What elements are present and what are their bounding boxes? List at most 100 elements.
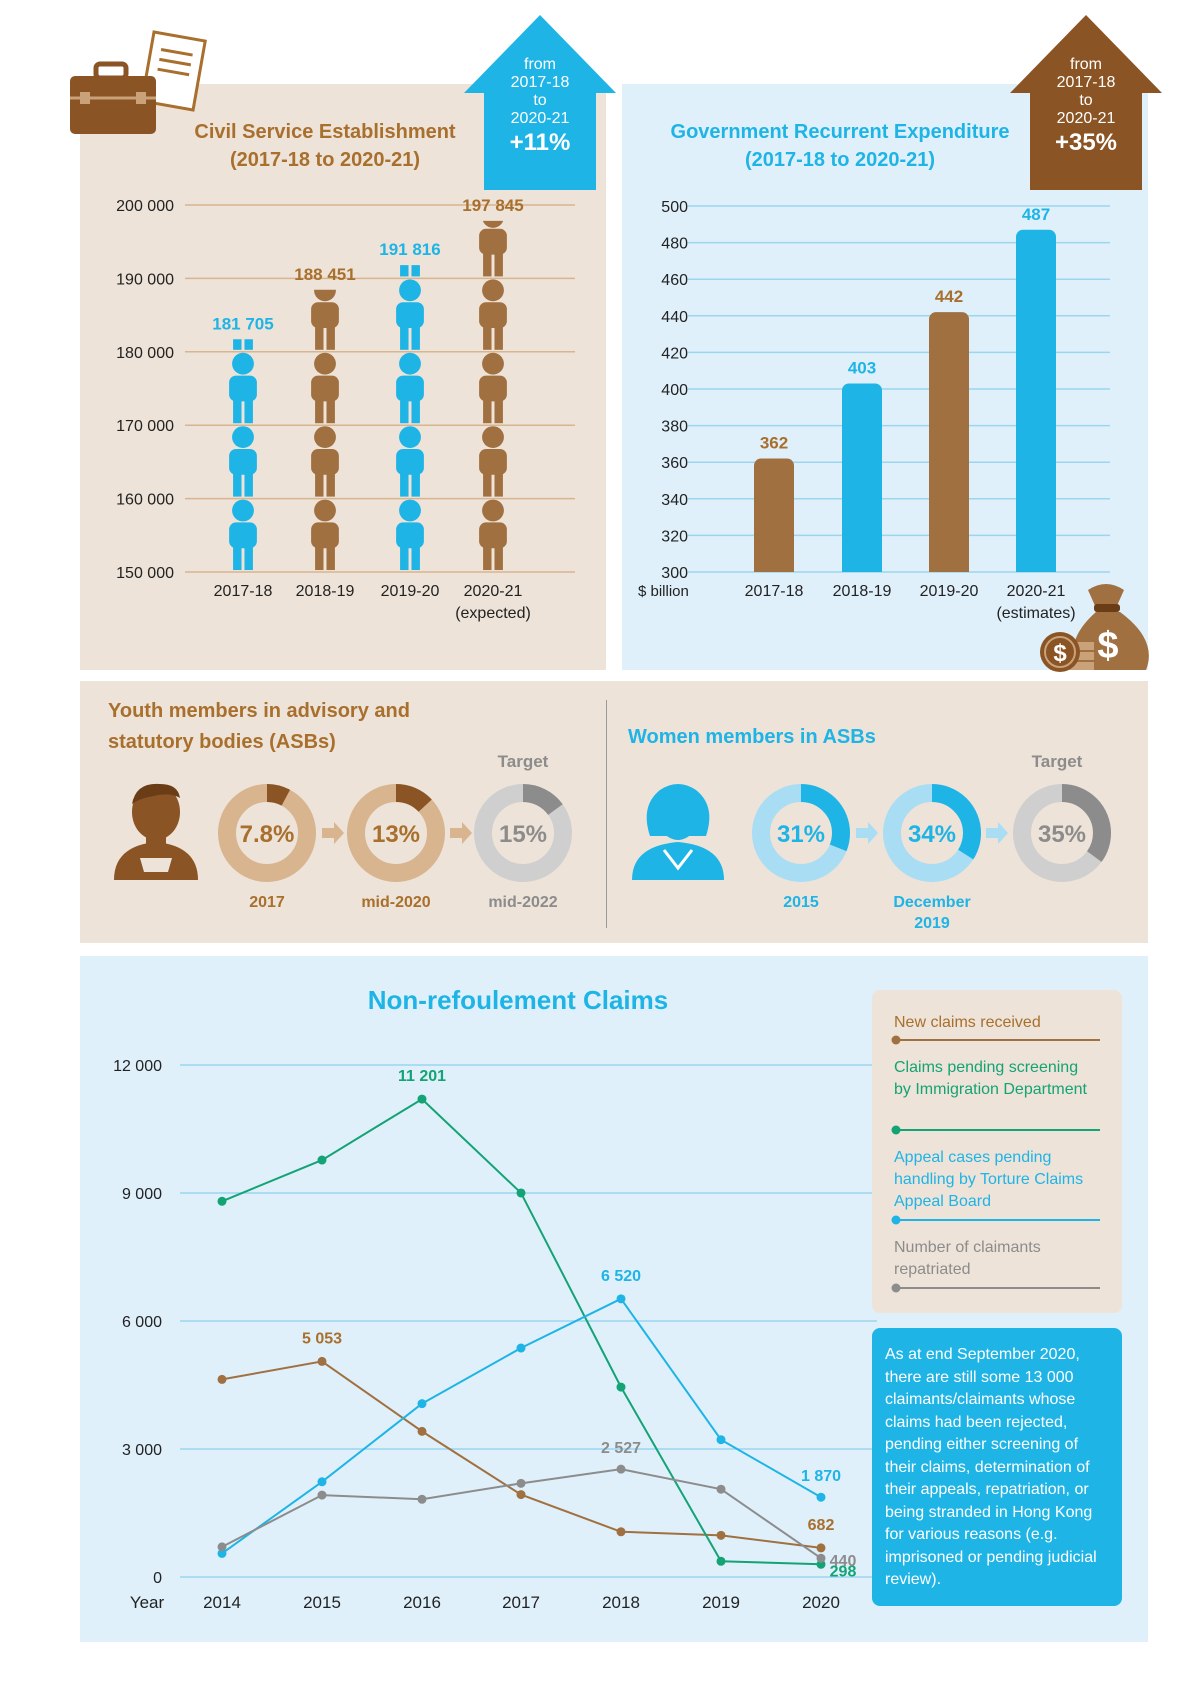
youth-donut-2017 — [218, 784, 316, 882]
legend-dot-new — [891, 1035, 901, 1045]
exp-bar — [929, 312, 969, 572]
expenditure-arrow-line3: to — [1079, 92, 1093, 109]
line-x-tick-label: 2014 — [203, 1593, 241, 1612]
expenditure-arrow-text: from 2017-18 to 2020-21 +35% — [1030, 56, 1142, 156]
civil-service-chart: 200 000 190 000 180 000 170 000 160 000 150 0… — [116, 196, 575, 622]
line-data-label: 440 — [830, 1553, 857, 1570]
civil-person-stack — [311, 289, 339, 571]
donut-value: 7.8% — [240, 821, 295, 848]
young-man-icon — [114, 783, 198, 880]
exp-estimates-note: (estimates) — [996, 605, 1075, 622]
line-point — [417, 1494, 427, 1504]
person-icon — [400, 265, 420, 277]
increase-arrow-icon — [464, 15, 616, 190]
civil-y-tick-label: 170 000 — [116, 418, 174, 435]
person-icon — [479, 220, 507, 277]
exp-y-tick-label: 340 — [661, 492, 688, 509]
line-data-label: 6 520 — [601, 1268, 641, 1285]
person-icon — [311, 499, 339, 571]
exp-y-tick-label: 360 — [661, 455, 688, 472]
donut-year-label: December — [893, 894, 970, 911]
exp-y-tick-label: 500 — [661, 199, 688, 216]
line-data-label: 11 201 — [398, 1068, 446, 1085]
line-point — [716, 1556, 726, 1566]
exp-value-label: 362 — [760, 434, 788, 453]
line-x-tick-label: 2018 — [602, 1593, 640, 1612]
civil-y-tick-label: 200 000 — [116, 198, 174, 215]
exp-bar-base — [1016, 564, 1056, 572]
youth-donut-mid2020 — [347, 784, 445, 882]
youth-title-line2: statutory bodies (ASBs) — [108, 731, 336, 753]
line-point — [716, 1484, 726, 1494]
exp-bar — [1016, 229, 1056, 572]
exp-bar — [754, 458, 794, 572]
person-icon — [396, 279, 424, 350]
line-point — [616, 1464, 626, 1474]
women-donut-target — [1013, 784, 1111, 882]
person-icon — [229, 499, 257, 571]
donut-arrow-icon — [322, 822, 344, 844]
line-point — [217, 1548, 227, 1558]
exp-x-tick-label: 2018-19 — [833, 583, 892, 600]
civil-y-tick-label: 190 000 — [116, 271, 174, 288]
donut-arc — [883, 784, 981, 882]
women-donut-dec2019 — [883, 784, 981, 882]
line-data-label: 2 527 — [601, 1440, 641, 1457]
exp-bar-base — [754, 564, 794, 572]
exp-value-label: 487 — [1022, 205, 1050, 224]
donut-arc — [1013, 784, 1111, 882]
line-point — [217, 1374, 227, 1384]
money-bag-symbol: $ — [1097, 625, 1118, 667]
legend-repatriated: Number of claimants repatriated — [894, 1239, 1041, 1278]
donut-value: 35% — [1038, 821, 1086, 848]
legend-dot-appeal — [891, 1215, 901, 1225]
donut-year-label: 2017 — [249, 894, 285, 911]
line-point — [217, 1542, 227, 1552]
women-title: Women members in ASBs — [628, 726, 876, 748]
donut-arc — [752, 784, 850, 882]
person-icon — [479, 426, 507, 497]
donut-arrow-icon — [856, 822, 878, 844]
exp-y-tick-label: 420 — [661, 345, 688, 362]
line-x-tick-label: 2017 — [502, 1593, 540, 1612]
line-point — [417, 1399, 427, 1409]
person-icon — [396, 426, 424, 497]
donut-arc — [218, 784, 316, 882]
legend-swatches — [891, 1035, 1100, 1293]
line-point — [816, 1492, 826, 1502]
line-x-tick-label: 2016 — [403, 1593, 441, 1612]
line-point — [317, 1477, 327, 1487]
expenditure-arrow-change: +35% — [1054, 129, 1118, 156]
youth-target-label: Target — [497, 752, 549, 771]
donut-year-label: 2019 — [914, 915, 950, 932]
exp-bar-base — [929, 564, 969, 572]
line-y-tick-label: 3 000 — [122, 1442, 162, 1459]
civil-value-label: 181 705 — [212, 314, 273, 333]
line-data-label: 298 — [830, 1563, 857, 1580]
asb-divider — [606, 700, 607, 928]
person-icon — [311, 426, 339, 497]
civil-y-tick-label: 150 000 — [116, 565, 174, 582]
youth-donut-target — [474, 784, 572, 882]
line-point — [516, 1343, 526, 1353]
civil-arrow-line4: 2020-21 — [510, 110, 570, 127]
donut-value: 34% — [908, 821, 956, 848]
line-y-tick-label: 12 000 — [113, 1058, 162, 1075]
exp-y-tick-label: 400 — [661, 382, 688, 399]
expenditure-chart: 500 480 460 440 420 400 380 360 340 320 300$ billi… — [638, 199, 1110, 622]
civil-x-tick-label: 2017-18 — [214, 583, 273, 600]
line-x-tick-label: 2020 — [802, 1593, 840, 1612]
line-point — [716, 1530, 726, 1540]
civil-value-label: 191 816 — [379, 240, 440, 259]
person-icon — [229, 426, 257, 497]
briefcase-icon — [70, 30, 207, 134]
civil-y-tick-label: 180 000 — [116, 345, 174, 362]
exp-x-tick-label: 2020-21 — [1007, 583, 1066, 600]
youth-title-line1: Youth members in advisory and — [108, 700, 410, 722]
civil-service-title: Civil Service Establishment (2017-18 to … — [170, 118, 480, 174]
person-icon — [396, 499, 424, 571]
civil-arrow-line2: 2017-18 — [510, 74, 570, 91]
person-icon — [479, 499, 507, 571]
expenditure-arrow-line2: 2017-18 — [1056, 74, 1116, 91]
civil-x-tick-label: 2020-21 — [464, 583, 523, 600]
